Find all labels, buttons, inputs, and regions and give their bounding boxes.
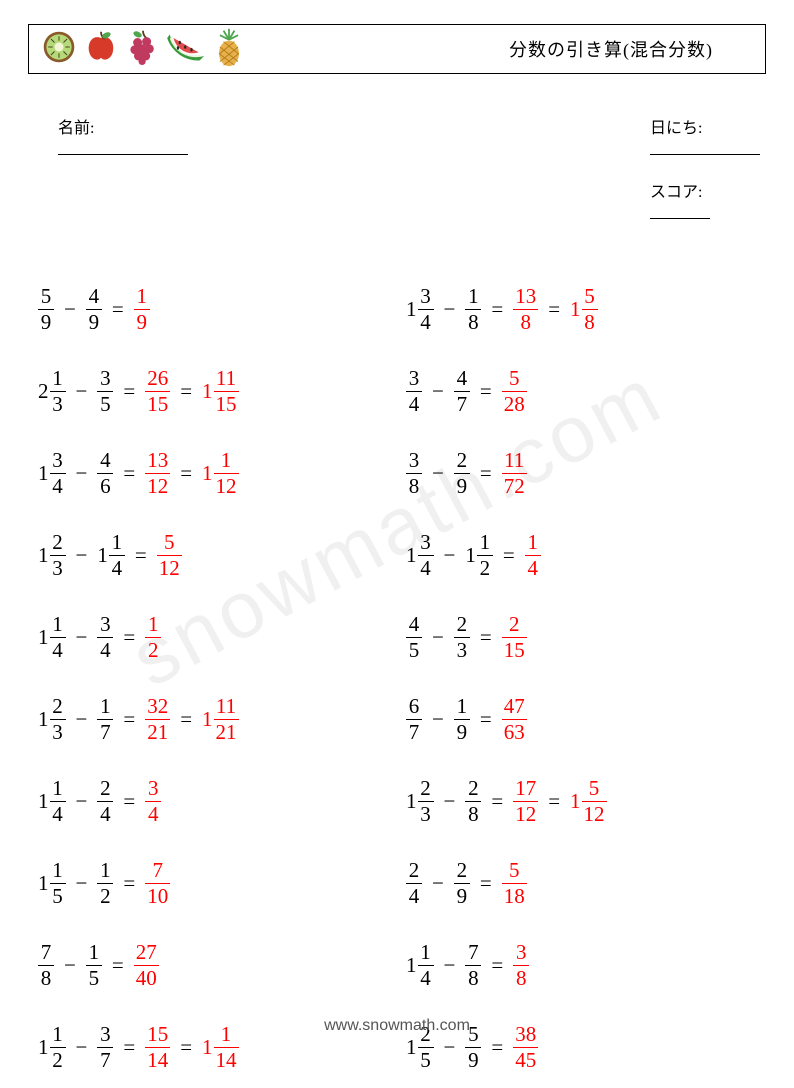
answer: 14 [525,531,541,578]
fruit-icons [41,27,245,72]
problem-row: 78−15=2740 [34,924,392,1006]
meta-row: 名前: 日にち: スコア: [34,96,760,242]
date-blank [650,138,760,155]
date-score-fields: 日にち: スコア: [626,96,760,242]
problem-row: 123−28=1712=1512 [402,760,760,842]
answer: 710 [145,859,170,906]
name-field: 名前: [34,96,188,242]
answer: 2615 [145,367,170,414]
worksheet-title: 分数の引き算(混合分数) [509,36,753,62]
problems-column-right: 134−18=138=15834−47=52838−29=1172134−112… [402,268,760,1088]
problem-row: 134−112=14 [402,514,760,596]
answer: 4763 [502,695,527,742]
answer: 19 [134,285,150,332]
answer: 34 [145,777,161,824]
answer: 11121 [202,695,239,742]
header-box: 分数の引き算(混合分数) [28,24,766,74]
answer: 11115 [202,367,239,414]
answer: 138 [513,285,538,332]
apple-icon [83,29,119,70]
problem-row: 114−24=34 [34,760,392,842]
answer: 1172 [502,449,527,496]
problem-row: 38−29=1172 [402,432,760,514]
problem-row: 134−18=138=158 [402,268,760,350]
answer: 1112 [202,449,239,496]
problem-row: 213−35=2615=11115 [34,350,392,432]
problems-column-left: 59−49=19213−35=2615=11115134−46=1312=111… [34,268,392,1088]
answer: 38 [513,941,529,988]
answer: 512 [157,531,182,578]
problem-row: 59−49=19 [34,268,392,350]
answer: 518 [502,859,527,906]
problem-row: 115−12=710 [34,842,392,924]
answer: 528 [502,367,527,414]
problem-row: 114−34=12 [34,596,392,678]
score-label: スコア: [650,184,702,201]
answer: 2740 [134,941,159,988]
problem-row: 24−29=518 [402,842,760,924]
answer: 1312 [145,449,170,496]
name-label: 名前: [58,120,94,137]
answer: 215 [502,613,527,660]
problem-row: 123−114=512 [34,514,392,596]
footer-url: www.snowmath.com [0,1017,794,1035]
answer: 3221 [145,695,170,742]
watermelon-icon [167,29,207,70]
problem-row: 134−46=1312=1112 [34,432,392,514]
problem-row: 45−23=215 [402,596,760,678]
problem-row: 114−78=38 [402,924,760,1006]
date-label: 日にち: [650,120,702,137]
pineapple-icon [213,27,245,72]
answer: 1512 [570,777,607,824]
answer: 1712 [513,777,538,824]
score-blank [650,202,710,219]
grapes-icon [125,29,161,70]
name-blank [58,138,188,155]
kiwi-icon [41,29,77,70]
problems-grid: 59−49=19213−35=2615=11115134−46=1312=111… [28,268,766,1088]
answer: 158 [570,285,598,332]
worksheet-page: 分数の引き算(混合分数) 名前: 日にち: スコア: 59−49=19213−3… [0,0,794,1053]
problem-row: 123−17=3221=11121 [34,678,392,760]
problem-row: 34−47=528 [402,350,760,432]
answer: 12 [145,613,161,660]
problem-row: 67−19=4763 [402,678,760,760]
